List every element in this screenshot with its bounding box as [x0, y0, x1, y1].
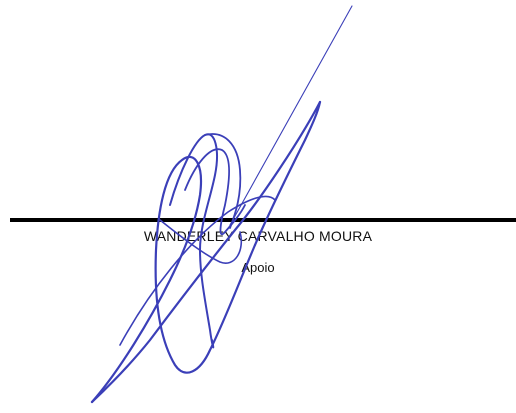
- signature-stroke: [253, 100, 322, 247]
- signature-stroke: [204, 133, 242, 229]
- signer-role: Apoio: [241, 260, 275, 275]
- signature-line: [10, 218, 516, 222]
- signature-stroke: [90, 155, 257, 404]
- signature-stroke: [90, 100, 322, 404]
- signature-stroke: [229, 5, 353, 226]
- signer-name: WANDERLEY CARVALHO MOURA: [143, 228, 373, 244]
